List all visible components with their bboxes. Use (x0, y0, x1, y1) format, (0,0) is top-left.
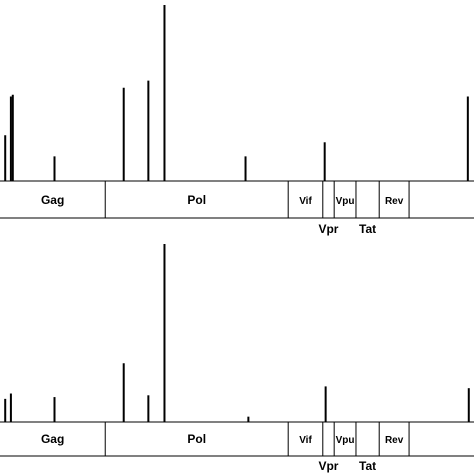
gene-label-vpr: Vpr (318, 222, 338, 236)
gene-label-gag: Gag (41, 193, 64, 207)
panel-top: Gag Pol Vif Vpr Vpu Tat Rev (0, 5, 474, 236)
gene-label-pol: Pol (187, 432, 206, 446)
gene-label-vif: Vif (299, 196, 312, 207)
gene-label-tat: Tat (359, 459, 376, 473)
gene-label-rev: Rev (385, 435, 404, 446)
gene-label-vpr: Vpr (318, 459, 338, 473)
gene-label-tat: Tat (359, 222, 376, 236)
gene-label-vif: Vif (299, 435, 312, 446)
gene-label-vpu: Vpu (336, 196, 355, 207)
gene-label-gag: Gag (41, 432, 64, 446)
gene-label-vpu: Vpu (336, 435, 355, 446)
panel-bottom: Gag Pol Vif Vpr Vpu Tat Rev (0, 244, 474, 473)
gene-label-rev: Rev (385, 196, 404, 207)
gene-label-pol: Pol (187, 193, 206, 207)
genome-map-box (0, 180, 474, 219)
genome-map-box (0, 421, 474, 457)
